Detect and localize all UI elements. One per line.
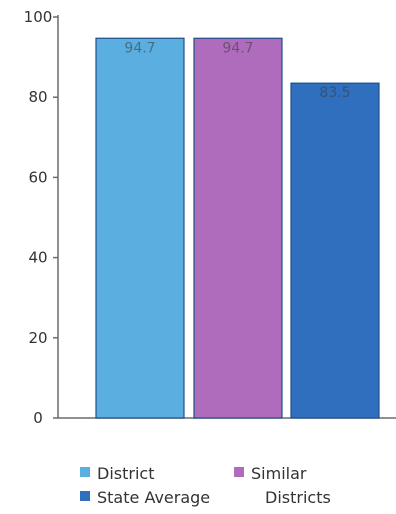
y-tick-label: 100: [24, 8, 53, 26]
data-labels: 94.7 94.7 83.5: [124, 40, 350, 101]
data-label: 94.7: [222, 40, 253, 56]
data-label: 94.7: [124, 40, 155, 56]
bar-state-average: [290, 82, 380, 419]
legend-swatch: [80, 491, 90, 501]
y-tick-label: 80: [28, 88, 47, 106]
legend-swatch: [234, 467, 244, 477]
bar-series: [95, 37, 380, 419]
legend-label: Similar: [251, 464, 307, 483]
y-tick-label: 20: [28, 329, 47, 347]
legend-label-line2: Districts: [265, 488, 331, 507]
y-tick-label: 40: [28, 249, 47, 267]
y-axis-ticks: 0 20 40 60 80 100: [24, 8, 58, 427]
bar-similar-districts: [193, 37, 283, 419]
legend-label: District: [97, 464, 154, 483]
legend-label: State Average: [97, 488, 210, 507]
y-tick-label: 60: [28, 168, 47, 186]
bar-district: [95, 37, 185, 419]
legend-swatch: [80, 467, 90, 477]
chart-legend: District Similar Districts State Average: [80, 464, 331, 507]
data-label: 83.5: [319, 85, 350, 101]
y-tick-label: 0: [33, 409, 43, 427]
